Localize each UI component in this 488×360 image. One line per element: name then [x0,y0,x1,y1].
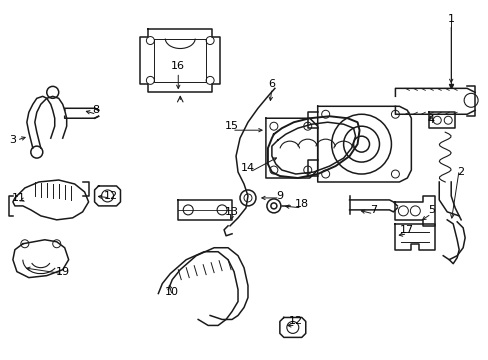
Text: 11: 11 [12,193,26,203]
Text: 18: 18 [294,199,308,209]
Text: 19: 19 [56,267,70,276]
Text: 3: 3 [9,135,17,145]
Text: 13: 13 [224,207,239,217]
Text: 14: 14 [241,163,255,173]
Text: 12: 12 [288,316,302,327]
Text: 8: 8 [92,105,99,115]
Text: 9: 9 [276,191,283,201]
Text: 10: 10 [165,287,179,297]
Text: 2: 2 [457,167,464,177]
Text: 5: 5 [427,205,434,215]
Text: 17: 17 [400,225,414,235]
Text: 1: 1 [447,14,454,24]
Text: 4: 4 [427,115,434,125]
Text: 16: 16 [171,62,185,71]
Text: 6: 6 [268,79,275,89]
Text: 7: 7 [369,205,376,215]
Text: 12: 12 [103,191,117,201]
Text: 15: 15 [224,121,239,131]
